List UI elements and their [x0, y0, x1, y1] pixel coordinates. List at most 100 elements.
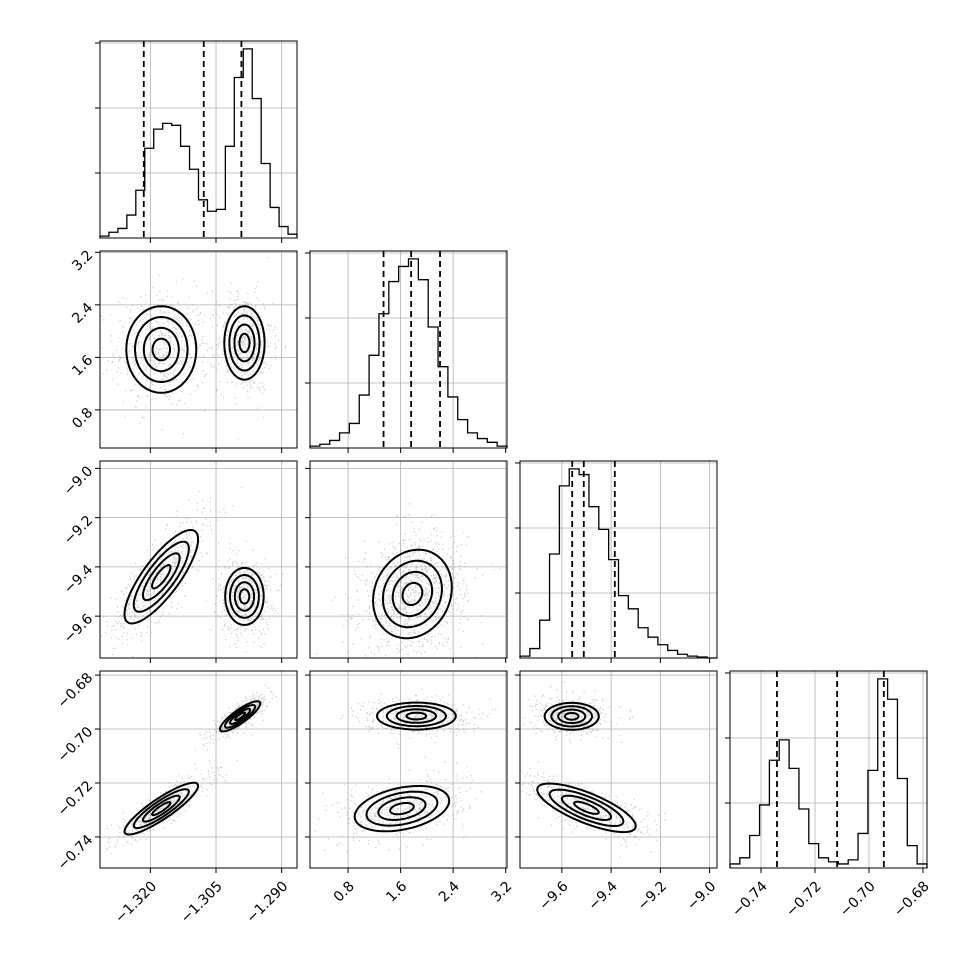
y-tick-label: −0.74 [55, 832, 97, 874]
ticks-panel-1-2 [305, 467, 507, 663]
panel-contents [101, 487, 283, 657]
contour-line [560, 794, 613, 822]
contour-line [218, 700, 262, 733]
x-tick-label: 1.6 [383, 878, 410, 905]
contour-line [543, 701, 600, 731]
ticks-panel-1-3 [305, 674, 507, 873]
x-tick-label: −9.2 [635, 878, 670, 913]
panel-frame [99, 670, 298, 869]
y-tick-label: −9.6 [61, 611, 96, 646]
panel-contents [105, 684, 277, 855]
contour-line [238, 332, 251, 354]
x-tick-label: −9.0 [684, 878, 719, 913]
contour-line [563, 712, 580, 721]
contour-line [228, 707, 252, 725]
contour-line [141, 552, 181, 602]
contour-line [536, 782, 637, 834]
contour-line [223, 305, 266, 381]
y-tick-label: 0.8 [69, 405, 96, 432]
y-tick-label: −9.0 [61, 463, 96, 498]
y-tick-label: −0.72 [55, 778, 97, 820]
scatter-panel-2-3 [519, 670, 718, 869]
panel-frame [519, 670, 718, 869]
histogram-panel-2 [515, 460, 718, 659]
contour-line [151, 801, 172, 817]
y-tick-label: 2.4 [69, 300, 96, 327]
contour-line [125, 305, 198, 394]
x-tick-label: −0.68 [891, 878, 933, 920]
contour-line [353, 785, 451, 833]
panel-frame [99, 40, 298, 239]
ticks-panel-1-1 [347, 448, 507, 453]
contour-line [228, 573, 260, 619]
contour-line [548, 788, 625, 827]
contour-line [401, 581, 424, 606]
contour-line [224, 566, 265, 627]
panel-contents [520, 681, 666, 858]
contour-line [228, 314, 261, 372]
ticks-panel-0-0 [149, 238, 283, 243]
x-tick-label: 3.2 [488, 878, 515, 905]
x-tick-label: −1.290 [243, 878, 291, 926]
contour-line [123, 528, 200, 625]
panel-frame [309, 250, 508, 449]
histogram-steps [309, 258, 508, 448]
x-tick-label: −0.70 [837, 878, 879, 920]
y-tick-label: −0.68 [55, 670, 97, 712]
contour-line [371, 548, 453, 640]
scatter-panel-1-3 [309, 670, 508, 869]
contour-line [142, 326, 180, 373]
contour-line [385, 704, 447, 728]
histogram-steps [99, 48, 298, 238]
panel-frame [519, 460, 718, 659]
panel-frame [309, 670, 508, 869]
ticks-panel-0-3 [95, 674, 283, 873]
y-tick-label: −9.2 [61, 513, 96, 548]
histogram-panel-1 [305, 250, 508, 449]
contour-line [557, 708, 587, 725]
contour-line [381, 559, 444, 629]
x-tick-label: −9.4 [586, 878, 621, 913]
y-tick-label: −0.70 [55, 724, 97, 766]
x-tick-label: −9.6 [536, 878, 571, 913]
scatter-panel-0-3 [99, 670, 298, 869]
contour-line [391, 570, 434, 618]
panel-contents [310, 688, 497, 852]
panel-contents [100, 257, 287, 440]
scatter-points [101, 487, 283, 657]
panel-frame [309, 460, 508, 659]
panel-contents [316, 503, 501, 658]
scatter-panel-1-2 [309, 460, 508, 659]
panel-frame [99, 460, 298, 659]
x-tick-label: −1.305 [178, 878, 226, 926]
x-tick-label: 2.4 [436, 878, 463, 905]
contour-line [550, 705, 594, 728]
histogram-panel-0 [95, 40, 298, 239]
y-tick-label: 3.2 [69, 247, 96, 274]
contour-line [132, 540, 190, 613]
contour-line [233, 581, 256, 612]
scatter-points [520, 681, 666, 858]
contour-line [238, 588, 251, 605]
ticks-panel-2-3 [515, 674, 711, 873]
contour-line [377, 796, 427, 822]
contour-line [375, 701, 457, 731]
panel-frame [99, 250, 298, 449]
contour-line [389, 802, 415, 816]
histogram-steps [519, 468, 717, 659]
contour-line [133, 315, 189, 384]
contour-line [233, 323, 256, 363]
contour-line [573, 800, 600, 815]
contour-line [151, 563, 172, 590]
x-tick-label: −1.320 [112, 878, 160, 926]
contour-line [395, 708, 438, 724]
ticks-panel-0-1 [95, 251, 283, 453]
histogram-steps [729, 678, 928, 868]
ticks-panel-2-2 [561, 658, 711, 663]
x-tick-label: −0.74 [729, 878, 771, 920]
histogram-panel-3 [725, 670, 928, 869]
x-tick-label: −0.72 [783, 878, 825, 920]
contour-line [141, 794, 181, 823]
contour-line [123, 781, 200, 836]
